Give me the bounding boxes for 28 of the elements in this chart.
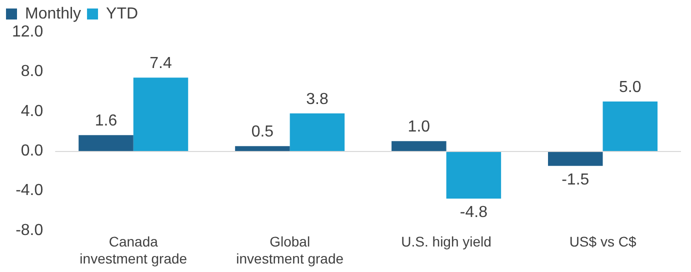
bar: [133, 78, 188, 152]
y-tick-label: 8.0: [20, 63, 44, 80]
legend-label: Monthly: [25, 5, 82, 22]
bar: [602, 101, 658, 152]
x-tick-label: U.S. high yield: [401, 234, 492, 250]
y-tick-label: 12.0: [12, 23, 44, 40]
y-tick-label: -8.0: [16, 222, 44, 239]
y-tick-label: -4.0: [16, 182, 44, 200]
bar: [392, 141, 446, 152]
bar: [78, 135, 134, 152]
bar: [290, 113, 345, 152]
x-tick-label: Global investment grade: [236, 234, 344, 266]
y-tick-label: 0.0: [20, 142, 44, 160]
data-label: 1.0: [408, 118, 430, 136]
x-tick-label: Canada investment grade: [80, 234, 188, 266]
data-label: -4.8: [460, 204, 488, 222]
data-label: -1.5: [562, 171, 590, 188]
data-label: 5.0: [619, 78, 642, 96]
data-label: 7.4: [150, 55, 172, 72]
bar: [235, 146, 290, 152]
data-label: 1.6: [94, 112, 118, 130]
data-label: 3.8: [306, 90, 328, 108]
data-label: 0.5: [251, 123, 274, 140]
bar: [446, 151, 502, 199]
x-tick-label: US$ vs C$: [569, 234, 636, 250]
y-tick-label: 4.0: [20, 102, 44, 120]
legend-label: YTD: [106, 5, 138, 22]
bar: [548, 151, 603, 166]
